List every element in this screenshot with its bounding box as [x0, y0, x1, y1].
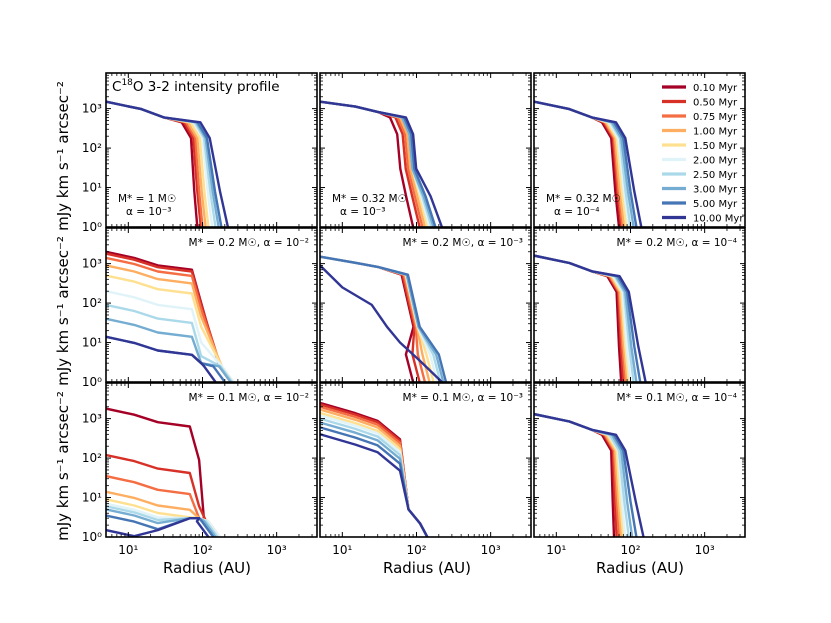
x-tick-label: 10¹ [332, 543, 352, 557]
x-tick-label: 10² [192, 543, 212, 557]
panel-p10: 10⁰ 10¹ 10² 10³ M* = 0.2 M☉, α = 10⁻² [82, 227, 318, 389]
y-tick-label: 10⁰ [82, 375, 102, 389]
x-axis-label-col-1: Radius (AU) [163, 559, 251, 577]
legend-label: 10.00 Myr [693, 214, 744, 225]
series-line-8 [106, 317, 232, 382]
y-tick-label: 10⁰ [82, 530, 102, 544]
y-tick-label: 10¹ [82, 491, 102, 505]
x-tick-label: 10³ [695, 543, 715, 557]
x-tick-label: 10² [406, 543, 426, 557]
series-line-10 [320, 264, 443, 382]
series-group [320, 100, 444, 227]
y-tick-label: 10³ [82, 102, 102, 116]
panel-p22: 10¹ 10² 10³ M* = 0.1 M☉, α = 10⁻⁴ [533, 382, 746, 557]
panel-label: M* = 0.1 M☉, α = 10⁻² [189, 392, 309, 404]
chart-title-superscript: 18 [121, 78, 133, 88]
x-tick-label: 10³ [267, 543, 287, 557]
legend-label: 0.10 Myr [693, 83, 738, 94]
legend-label: 1.50 Myr [693, 141, 738, 152]
x-tick-label: 10¹ [118, 543, 138, 557]
panel-p01: M* = 0.32 M☉α = 10⁻³ [319, 72, 532, 228]
series-group [534, 100, 643, 227]
chart-title-rest: O 3-2 intensity profile [133, 79, 280, 95]
panel-p12: M* = 0.2 M☉, α = 10⁻⁴ [533, 227, 746, 383]
x-tick-label: 10¹ [546, 543, 566, 557]
y-tick-label: 10¹ [82, 181, 102, 195]
series-line-10 [534, 412, 645, 537]
y-tick-label: 10² [82, 296, 102, 310]
series-line-9 [320, 426, 429, 537]
panel-label: M* = 0.1 M☉, α = 10⁻⁴ [617, 392, 737, 404]
legend-label: 0.50 Myr [693, 98, 738, 109]
legend-label: 1.00 Myr [693, 127, 738, 138]
panel-label: M* = 0.2 M☉, α = 10⁻³ [403, 237, 523, 249]
series-line-10 [106, 335, 217, 382]
panel-label: M* = 0.2 M☉, α = 10⁻² [189, 237, 309, 249]
legend-label: 3.00 Myr [693, 185, 738, 196]
panel-label-alpha: α = 10⁻⁴ [554, 206, 600, 218]
panel-label: M* = 0.1 M☉, α = 10⁻³ [403, 392, 523, 404]
panel-p02: M* = 0.32 M☉α = 10⁻⁴ [533, 72, 746, 228]
series-line-10 [320, 100, 444, 227]
panel-p21: 10¹ 10² 10³ M* = 0.1 M☉, α = 10⁻³ [319, 382, 532, 557]
panel-frame [105, 227, 318, 383]
y-axis-label-row-2: mJy km s⁻¹ arcsec⁻² [54, 236, 72, 386]
legend-label: 2.50 Myr [693, 170, 738, 181]
series-group [106, 407, 221, 537]
panel-frame [319, 382, 532, 538]
series-line-1 [320, 255, 415, 382]
y-tick-label: 10¹ [82, 336, 102, 350]
panel-label-alpha: α = 10⁻³ [126, 206, 172, 218]
panel-label-mass: M* = 1 M☉ [118, 193, 176, 205]
y-tick-label: 10² [82, 141, 102, 155]
chart-title: C18O 3-2 intensity profile [112, 78, 280, 95]
legend-label: 0.75 Myr [693, 112, 738, 123]
series-group [320, 255, 448, 382]
panel-frame [319, 227, 532, 383]
y-tick-label: 10⁰ [82, 220, 102, 234]
y-tick-label: 10³ [82, 257, 102, 271]
legend-label: 5.00 Myr [693, 199, 738, 210]
series-group [106, 250, 235, 382]
legend-label: 2.00 Myr [693, 156, 738, 167]
series-line-9 [320, 255, 448, 382]
series-group [320, 401, 429, 537]
panel-label-alpha: α = 10⁻³ [340, 206, 386, 218]
series-line-6 [320, 414, 429, 537]
series-group [534, 412, 645, 537]
series-group [534, 254, 647, 382]
series-group [106, 100, 230, 227]
panel-label: M* = 0.2 M☉, α = 10⁻⁴ [617, 237, 737, 249]
series-line-10 [106, 100, 230, 227]
y-tick-label: 10² [82, 451, 102, 465]
x-tick-label: 10³ [481, 543, 501, 557]
panel-p11: M* = 0.2 M☉, α = 10⁻³ [319, 227, 532, 383]
y-axis-label-row-3: mJy km s⁻¹ arcsec⁻² [54, 391, 72, 541]
legend: 0.10 Myr 0.50 Myr 0.75 Myr 1.00 Myr 1.50 Myr… [662, 83, 744, 225]
y-tick-label: 10³ [82, 412, 102, 426]
series-line-10 [534, 254, 647, 382]
panel-frame [533, 227, 746, 383]
series-line-10 [320, 433, 429, 537]
x-axis-label-col-2: Radius (AU) [383, 559, 471, 577]
panel-p20: 10¹ 10² 10³ 10⁰ 10¹ 10² 10³ M* = 0.1 M☉, α = 10… [82, 382, 318, 557]
series-line-10 [534, 100, 643, 227]
x-tick-label: 10² [620, 543, 640, 557]
x-axis-label-col-3: Radius (AU) [596, 559, 684, 577]
panel-label-mass: M* = 0.32 M☉ [546, 193, 621, 205]
panel-p00: 10⁰ 10¹ 10² 10³ M* = 1 M☉α = 10⁻³ [82, 72, 318, 234]
chart-title-prefix: C [112, 79, 121, 95]
panel-label-mass: M* = 0.32 M☉ [332, 193, 407, 205]
series-line-7 [320, 417, 429, 537]
y-axis-label-row-1: mJy km s⁻¹ arcsec⁻² [54, 81, 72, 231]
